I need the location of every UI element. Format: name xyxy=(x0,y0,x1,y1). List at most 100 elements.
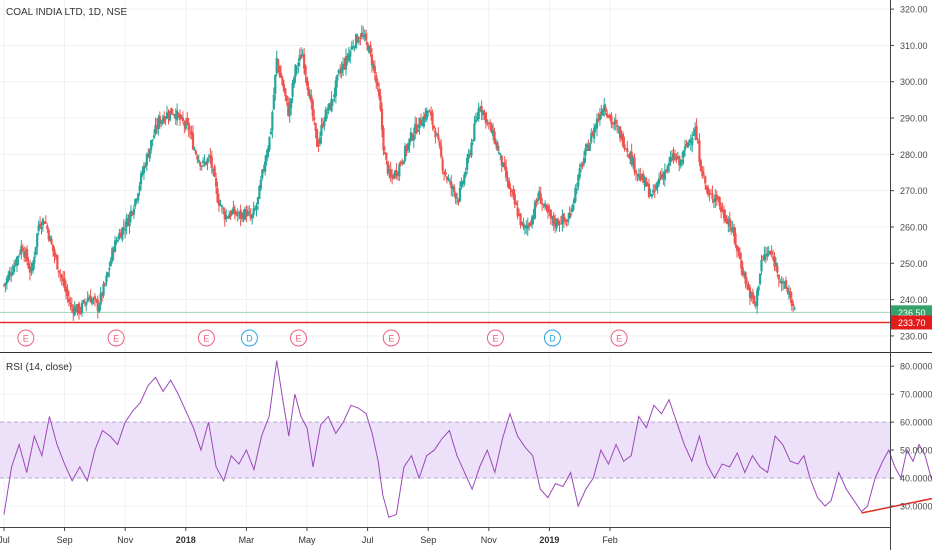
candle-body xyxy=(2,284,6,286)
candle-body xyxy=(646,184,649,186)
rsi-chart-title: RSI (14, close) xyxy=(6,362,72,373)
candle-body xyxy=(132,208,135,215)
earnings-event-marker[interactable]: E xyxy=(382,329,400,347)
candle-body xyxy=(95,299,98,302)
candle-body xyxy=(165,112,169,119)
candle-body xyxy=(258,185,261,199)
candle-body xyxy=(681,159,684,163)
candle-body xyxy=(67,298,71,303)
candle-body xyxy=(577,175,580,187)
candle-body xyxy=(624,148,627,150)
candle-body xyxy=(587,146,590,151)
candle-body xyxy=(555,218,558,229)
price-axis-label: 250.00 xyxy=(900,259,928,269)
candle-body xyxy=(233,209,236,215)
event-circle[interactable] xyxy=(17,329,35,347)
candle-body xyxy=(359,38,362,40)
rsi-axis-label: 80.0000 xyxy=(900,362,932,372)
candle-body xyxy=(585,144,589,148)
earnings-event-marker[interactable]: E xyxy=(486,329,504,347)
candle-body xyxy=(102,283,105,296)
dividend-event-marker[interactable]: D xyxy=(543,329,561,347)
candle-body xyxy=(440,146,443,157)
candle-body xyxy=(637,174,640,178)
candle-body xyxy=(177,113,180,116)
candle-body xyxy=(203,161,206,163)
candle-body xyxy=(558,223,561,225)
candle-body xyxy=(17,255,20,258)
candle-body xyxy=(209,155,212,159)
price-tag-label: 233.70 xyxy=(898,318,926,328)
candle-body xyxy=(434,130,437,138)
candle-body xyxy=(415,123,418,133)
candle-body xyxy=(538,191,541,200)
candle-body xyxy=(701,170,704,176)
candle-body xyxy=(186,117,189,124)
candle-body xyxy=(353,46,356,48)
earnings-event-marker[interactable]: E xyxy=(290,329,308,347)
event-circle[interactable] xyxy=(240,329,258,347)
candle-body xyxy=(285,95,288,101)
candle-body xyxy=(717,197,720,200)
candle-body xyxy=(290,98,293,108)
candle-body xyxy=(13,265,16,272)
earnings-event-marker[interactable]: E xyxy=(610,329,628,347)
candle-body xyxy=(139,173,143,185)
candle-body xyxy=(360,32,363,38)
candle-body xyxy=(404,145,407,161)
candle-body xyxy=(665,169,668,172)
candle-body xyxy=(685,144,688,146)
candle-body xyxy=(98,305,101,312)
candle-body xyxy=(483,113,486,115)
candle-body xyxy=(269,131,273,135)
candle-body xyxy=(424,113,427,119)
candle-body xyxy=(316,129,319,147)
candle-body xyxy=(367,46,371,53)
event-circle[interactable] xyxy=(486,329,504,347)
earnings-event-marker[interactable]: E xyxy=(197,329,215,347)
event-circle[interactable] xyxy=(610,329,628,347)
candle-body xyxy=(88,297,91,300)
candle-body xyxy=(636,173,639,175)
candle-body xyxy=(287,102,290,116)
candle-body xyxy=(698,140,701,163)
candle-body xyxy=(682,150,685,158)
price-axis-label: 310.00 xyxy=(900,41,928,51)
rsi-trendline[interactable] xyxy=(861,496,932,514)
candle-body xyxy=(129,210,133,217)
candle-body xyxy=(652,189,655,193)
candle-body xyxy=(620,133,623,138)
candle-body xyxy=(529,225,532,227)
candle-body xyxy=(70,304,73,308)
candle-body xyxy=(111,248,114,262)
price-axis-label: 260.00 xyxy=(900,222,928,232)
event-circle[interactable] xyxy=(107,329,125,347)
candle-body xyxy=(388,169,391,173)
candle-body xyxy=(75,306,78,313)
candle-body xyxy=(610,116,613,124)
candle-body xyxy=(18,253,21,255)
candle-body xyxy=(588,143,591,151)
candle-body xyxy=(128,214,131,227)
dividend-event-marker[interactable]: D xyxy=(240,329,258,347)
event-circle[interactable] xyxy=(543,329,561,347)
candle-body xyxy=(313,116,316,121)
candle-body xyxy=(308,94,311,99)
event-circle[interactable] xyxy=(197,329,215,347)
event-circle[interactable] xyxy=(290,329,308,347)
candle-body xyxy=(734,233,737,246)
candle-body xyxy=(598,114,601,121)
candle-body xyxy=(101,292,104,297)
earnings-event-marker[interactable]: E xyxy=(107,329,125,347)
event-circle[interactable] xyxy=(382,329,400,347)
price-axis-label: 270.00 xyxy=(900,186,928,196)
candle-body xyxy=(167,115,170,118)
candle-body xyxy=(281,77,284,86)
x-axis-label: Jul xyxy=(362,535,374,545)
candle-body xyxy=(487,122,490,124)
candle-body xyxy=(468,153,472,155)
candle-body xyxy=(144,165,147,167)
event-label: E xyxy=(296,334,302,344)
earnings-event-marker[interactable]: E xyxy=(17,329,35,347)
